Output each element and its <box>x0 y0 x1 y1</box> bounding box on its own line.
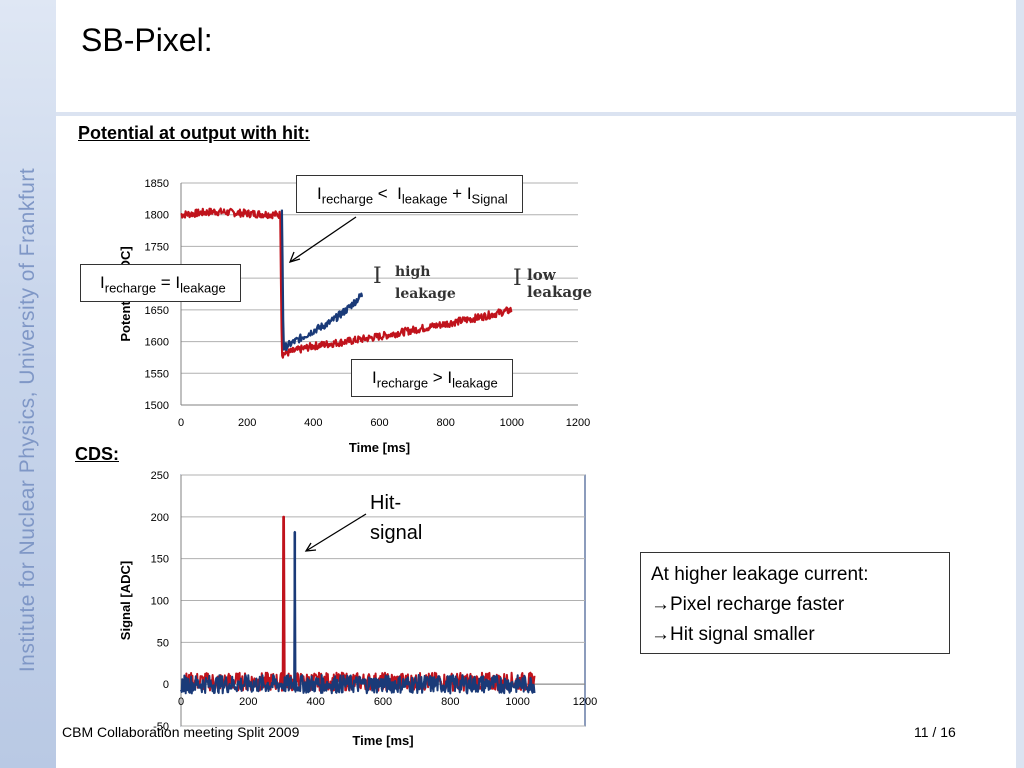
arrow-icon: → <box>651 624 670 645</box>
arrow-icon: → <box>651 594 670 615</box>
header <box>56 0 1016 112</box>
cds-chart: -50 0 50 100 150 200 250 0 200 400 600 800 1000 1200 T… <box>118 470 597 748</box>
y-tick-label: 250 <box>151 470 169 482</box>
hit-signal-label: Hit- signal <box>370 492 423 544</box>
series-line <box>180 207 513 359</box>
header-divider <box>56 112 1024 116</box>
callout-recharge-lt: Irecharge < Ileakage + ISignal <box>296 175 523 214</box>
label-high-leakage: I high leakage <box>373 264 456 302</box>
x-tick-label: 1200 <box>566 417 590 429</box>
x-tick-label: 200 <box>238 417 256 429</box>
leakage-note: At higher leakage current: →Pixel rechar… <box>640 552 950 654</box>
slide-title: SB-Pixel: <box>81 22 213 58</box>
y-tick-label: 1750 <box>145 241 169 253</box>
label-low-leakage: I low leakage <box>513 266 593 301</box>
y-tick-label: 100 <box>151 596 169 608</box>
x-tick-label: 400 <box>304 417 322 429</box>
y-tick-label: 50 <box>157 637 169 649</box>
right-border <box>1016 0 1024 768</box>
x-tick-label: 1000 <box>505 696 529 708</box>
note-line-2: →Pixel recharge faster <box>651 594 845 615</box>
footer-left: CBM Collaboration meeting Split 2009 <box>62 724 300 740</box>
y-tick-label: 1650 <box>145 305 169 317</box>
x-tick-label: 0 <box>178 417 184 429</box>
x-tick-label: 1000 <box>500 417 524 429</box>
x-tick-label: 600 <box>374 696 392 708</box>
x-tick-label: 200 <box>239 696 257 708</box>
y-tick-label: 1500 <box>145 400 169 412</box>
y-tick-label: -50 <box>153 721 169 733</box>
x-tick-label: 600 <box>370 417 388 429</box>
recharge-arrow <box>289 216 357 263</box>
y-tick-label: 1850 <box>145 178 169 190</box>
x-tick-label: 1200 <box>573 696 597 708</box>
page-number: 11 / 16 <box>914 724 956 740</box>
x-axis-label: Time [ms] <box>352 733 413 748</box>
y-tick-label: 150 <box>151 554 169 566</box>
sidebar: Institute for Nuclear Physics, Universit… <box>0 0 56 768</box>
callout-recharge-gt: Irecharge > Ileakage <box>351 359 513 398</box>
x-axis-label: Time [ms] <box>349 440 410 455</box>
hit-arrow <box>305 513 367 552</box>
section-potential: Potential at output with hit: <box>78 123 310 143</box>
y-tick-label: 0 <box>163 679 169 691</box>
series-line <box>280 209 364 352</box>
x-tick-label: 800 <box>436 417 454 429</box>
potential-chart: 1500155016001650170017501800185002004006… <box>118 178 590 455</box>
x-tick-label: 400 <box>306 696 324 708</box>
y-tick-label: 200 <box>151 512 169 524</box>
note-line-3: →Hit signal smaller <box>651 624 815 645</box>
callout-recharge-eq: Irecharge = Ileakage <box>80 264 241 303</box>
note-line-1: At higher leakage current: <box>651 564 869 585</box>
y-axis-label: Signal [ADC] <box>118 561 133 640</box>
series-line <box>180 530 536 695</box>
x-tick-label: 0 <box>178 696 184 708</box>
y-tick-label: 1800 <box>145 210 169 222</box>
section-cds: CDS: <box>75 444 119 464</box>
x-tick-label: 800 <box>441 696 459 708</box>
y-tick-label: 1600 <box>145 337 169 349</box>
y-tick-label: 1550 <box>145 368 169 380</box>
